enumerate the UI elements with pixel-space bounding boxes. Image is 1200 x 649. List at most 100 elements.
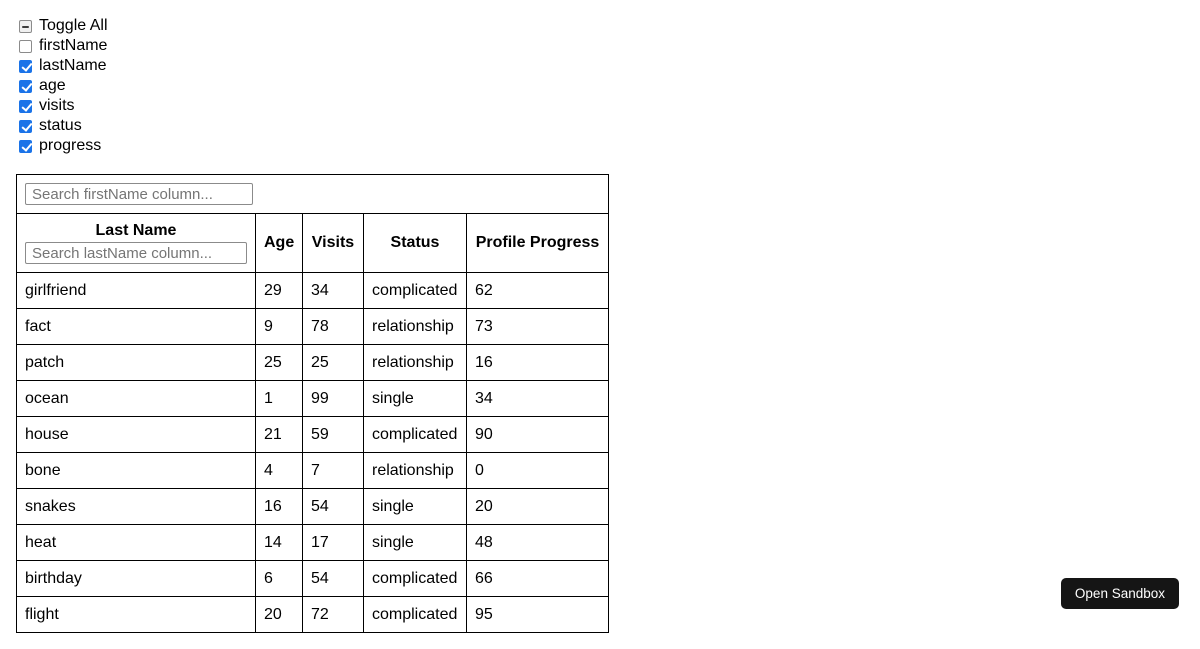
cell-age: 6	[256, 561, 303, 597]
progress-checkbox[interactable]	[19, 140, 32, 153]
cell-last-name: flight	[17, 597, 256, 633]
cell-visits: 34	[303, 273, 364, 309]
cell-visits: 59	[303, 417, 364, 453]
toggle-all-label: Toggle All	[39, 17, 108, 35]
status-checkbox[interactable]	[19, 120, 32, 133]
table-row: bone 4 7 relationship 0	[17, 453, 609, 489]
toggle-all-row: Toggle All	[16, 16, 1184, 36]
table-row: heat 14 17 single 48	[17, 525, 609, 561]
column-toggle-lastname[interactable]: lastName	[16, 57, 107, 75]
column-toggle-row-status: status	[16, 116, 1184, 136]
cell-visits: 78	[303, 309, 364, 345]
cell-visits: 25	[303, 345, 364, 381]
firstname-checkbox[interactable]	[19, 40, 32, 53]
cell-progress: 48	[467, 525, 609, 561]
cell-last-name: girlfriend	[17, 273, 256, 309]
column-toggle-row-lastname: lastName	[16, 56, 1184, 76]
open-sandbox-button[interactable]: Open Sandbox	[1061, 578, 1179, 609]
toggle-all-checkbox[interactable]	[19, 20, 32, 33]
cell-status: single	[364, 381, 467, 417]
cell-last-name: heat	[17, 525, 256, 561]
cell-age: 4	[256, 453, 303, 489]
cell-progress: 73	[467, 309, 609, 345]
cell-last-name: birthday	[17, 561, 256, 597]
cell-progress: 20	[467, 489, 609, 525]
cell-status: complicated	[364, 561, 467, 597]
column-toggle-row-firstname: firstName	[16, 36, 1184, 56]
age-checkbox[interactable]	[19, 80, 32, 93]
cell-visits: 54	[303, 489, 364, 525]
first-name-filter-input[interactable]	[25, 183, 253, 205]
cell-status: complicated	[364, 273, 467, 309]
progress-checkbox-label: progress	[39, 137, 101, 155]
cell-age: 29	[256, 273, 303, 309]
cell-status: single	[364, 489, 467, 525]
firstname-checkbox-label: firstName	[39, 37, 107, 55]
cell-progress: 62	[467, 273, 609, 309]
cell-last-name: ocean	[17, 381, 256, 417]
cell-last-name: patch	[17, 345, 256, 381]
table-body: girlfriend 29 34 complicated 62 fact 9 7…	[17, 273, 609, 633]
cell-progress: 66	[467, 561, 609, 597]
column-toggle-firstname[interactable]: firstName	[16, 37, 107, 55]
header-last-name-label: Last Name	[25, 222, 247, 240]
cell-status: relationship	[364, 309, 467, 345]
cell-status: relationship	[364, 453, 467, 489]
header-last-name: Last Name	[17, 214, 256, 273]
table-row: ocean 1 99 single 34	[17, 381, 609, 417]
cell-progress: 95	[467, 597, 609, 633]
header-status: Status	[364, 214, 467, 273]
column-toggle-visits[interactable]: visits	[16, 97, 75, 115]
header-profile-progress: Profile Progress	[467, 214, 609, 273]
cell-last-name: bone	[17, 453, 256, 489]
visits-checkbox[interactable]	[19, 100, 32, 113]
visits-checkbox-label: visits	[39, 97, 75, 115]
column-toggle-status[interactable]: status	[16, 117, 82, 135]
column-toggle-row-age: age	[16, 76, 1184, 96]
cell-progress: 90	[467, 417, 609, 453]
column-visibility-panel: Toggle All firstName lastName age vi	[16, 16, 1184, 156]
header-visits: Visits	[303, 214, 364, 273]
cell-age: 20	[256, 597, 303, 633]
lastname-checkbox-label: lastName	[39, 57, 107, 75]
cell-visits: 72	[303, 597, 364, 633]
lastname-checkbox[interactable]	[19, 60, 32, 73]
cell-status: single	[364, 525, 467, 561]
toggle-all-label-wrap[interactable]: Toggle All	[16, 17, 108, 35]
column-header-row: Last Name Age Visits Status Profile Prog…	[17, 214, 609, 273]
table-row: birthday 6 54 complicated 66	[17, 561, 609, 597]
column-toggle-row-progress: progress	[16, 136, 1184, 156]
cell-visits: 17	[303, 525, 364, 561]
age-checkbox-label: age	[39, 77, 66, 95]
column-toggle-row-visits: visits	[16, 96, 1184, 116]
cell-age: 25	[256, 345, 303, 381]
cell-last-name: fact	[17, 309, 256, 345]
cell-last-name: house	[17, 417, 256, 453]
first-name-filter-row	[17, 175, 609, 214]
column-toggle-progress[interactable]: progress	[16, 137, 101, 155]
data-table: Last Name Age Visits Status Profile Prog…	[16, 174, 609, 633]
cell-progress: 16	[467, 345, 609, 381]
cell-visits: 54	[303, 561, 364, 597]
table-row: patch 25 25 relationship 16	[17, 345, 609, 381]
cell-status: complicated	[364, 417, 467, 453]
cell-age: 9	[256, 309, 303, 345]
cell-age: 21	[256, 417, 303, 453]
table-row: girlfriend 29 34 complicated 62	[17, 273, 609, 309]
cell-age: 1	[256, 381, 303, 417]
cell-age: 16	[256, 489, 303, 525]
first-name-filter-cell	[17, 175, 609, 214]
cell-visits: 99	[303, 381, 364, 417]
cell-last-name: snakes	[17, 489, 256, 525]
status-checkbox-label: status	[39, 117, 82, 135]
table-row: flight 20 72 complicated 95	[17, 597, 609, 633]
table-row: snakes 16 54 single 20	[17, 489, 609, 525]
table-row: house 21 59 complicated 90	[17, 417, 609, 453]
table-header: Last Name Age Visits Status Profile Prog…	[17, 175, 609, 273]
cell-visits: 7	[303, 453, 364, 489]
last-name-filter-input[interactable]	[25, 242, 247, 264]
header-age: Age	[256, 214, 303, 273]
cell-progress: 0	[467, 453, 609, 489]
column-toggle-age[interactable]: age	[16, 77, 66, 95]
